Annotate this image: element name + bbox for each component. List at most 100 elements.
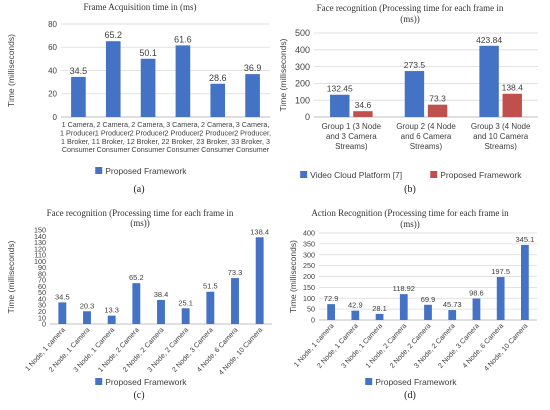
chart-d-data-label: 345.1 <box>515 235 534 244</box>
chart-b-category-label: and 10 Camera <box>473 132 529 141</box>
chart-a-category-label: Consumer <box>62 145 96 154</box>
chart-d-ytick-label: 50 <box>307 305 315 314</box>
chart-a-data-label: 36.9 <box>244 63 262 73</box>
chart-a-data-label: 50.1 <box>139 48 157 58</box>
chart-b-bar <box>330 94 350 117</box>
chart-b-title: Face recognition (Processing time for ea… <box>317 3 504 13</box>
chart-c-data-label: 65.2 <box>129 273 144 282</box>
chart-c-ytick-label: 30 <box>38 301 46 310</box>
chart-a-category-label: 2 Producer, <box>234 128 271 137</box>
chart-a-ylabel: Time (milliseconds) <box>6 34 16 107</box>
chart-a-category-label: 3 Camera, <box>236 120 270 129</box>
chart-b-data-label: 34.6 <box>355 100 372 110</box>
chart-c-legend-swatch <box>95 378 103 385</box>
chart-a-category-label: 2 Camera, <box>201 120 235 129</box>
chart-a-ytick-label: 0 <box>53 113 58 122</box>
chart-b-data-label: 273.5 <box>404 60 426 70</box>
chart-a-category-label: 1 Broker, 1 <box>96 137 131 146</box>
chart-b-legend-swatch <box>430 171 438 178</box>
chart-a-bar <box>175 45 191 117</box>
chart-d-data-label: 72.9 <box>324 294 339 303</box>
chart-a-category-label: 2 Producer, <box>130 128 167 137</box>
chart-b-ylabel: Time (milliseconds) <box>278 38 288 111</box>
chart-a-data-label: 34.5 <box>70 66 88 76</box>
chart-b-bar <box>427 104 448 117</box>
chart-a-bar <box>210 83 226 117</box>
chart-b-bar <box>502 93 522 117</box>
chart-c-data-label: 13.3 <box>104 306 119 315</box>
chart-c-ytick-label: 150 <box>34 226 46 235</box>
chart-c-data-label: 73.3 <box>228 268 243 277</box>
chart-c-legend-label: Proposed Framework <box>105 377 187 387</box>
chart-d-ytick-label: 200 <box>303 272 315 281</box>
chart-a-category-label: Consumer <box>166 145 200 154</box>
chart-b-legend-label: Video Cloud Platform [7] <box>310 170 402 180</box>
chart-d-legend-swatch <box>365 378 373 385</box>
chart-b: Face recognition (Processing time for ea… <box>278 3 538 180</box>
chart-b-category-label: Streams) <box>484 142 517 151</box>
chart-b-ytick-label: 200 <box>295 79 310 89</box>
chart-b-ytick-label: 500 <box>295 28 310 38</box>
chart-d-bar <box>327 304 335 320</box>
chart-c-ytick-label: 0 <box>42 320 46 329</box>
chart-d-bar <box>399 294 408 320</box>
chart-c-bar <box>206 291 215 324</box>
chart-c-bar <box>181 308 190 324</box>
chart-d-data-label: 98.6 <box>469 289 484 298</box>
chart-b-category-label: and 6 Camera <box>401 132 452 141</box>
chart-d-title: (ms)) <box>400 219 420 229</box>
chart-a-ytick-label: 60 <box>48 43 57 52</box>
chart-c-ytick-label: 100 <box>34 257 46 266</box>
chart-d-bar <box>424 304 432 320</box>
chart-a-category-label: 1 Camera, <box>62 120 96 129</box>
chart-c-ytick-label: 70 <box>38 276 46 285</box>
chart-c-title: Face recognition (Processing time for ea… <box>47 208 234 218</box>
chart-b-category-label: and 3 Camera <box>326 132 377 141</box>
chart-d-bar <box>472 298 481 320</box>
chart-c-bar <box>83 311 91 324</box>
chart-c-bar <box>132 283 141 324</box>
chart-c-bar <box>255 237 264 324</box>
chart-c-bar <box>231 278 239 324</box>
chart-d-title: Action Recognition (Processing time for … <box>311 208 509 218</box>
chart-a-data-label: 28.6 <box>209 73 227 83</box>
chart-a-category-label: 3 Camera, <box>166 120 200 129</box>
chart-b-ytick-label: 400 <box>295 45 310 55</box>
chart-c-data-label: 34.5 <box>55 292 70 301</box>
chart-b-ytick-label: 300 <box>295 62 310 72</box>
chart-a-category-label: 1 Producer, <box>95 128 132 137</box>
chart-d-data-label: 69.9 <box>421 295 436 304</box>
chart-b-data-label: 132.45 <box>327 84 353 94</box>
chart-b-category-label: Streams) <box>410 142 443 151</box>
panel-d-letter: (d) <box>404 390 416 401</box>
chart-d-ytick-label: 250 <box>303 261 315 270</box>
chart-d-data-label: 45.73 <box>443 300 462 309</box>
chart-d-bar <box>496 277 505 320</box>
chart-a-category-label: 1 Producer, <box>60 128 97 137</box>
chart-c-ytick-label: 10 <box>38 313 46 322</box>
chart-a-bar <box>140 58 156 117</box>
chart-b-bar <box>353 111 373 117</box>
chart-a-category-label: Consumer <box>132 145 166 154</box>
chart-d-ytick-label: 350 <box>303 239 315 248</box>
chart-a-category-label: Consumer <box>201 145 235 154</box>
chart-c-ylabel: Time (milliseconds) <box>6 240 16 313</box>
chart-c-ytick-label: 20 <box>38 307 46 316</box>
chart-a-ytick-label: 20 <box>48 90 57 99</box>
chart-b-bar <box>479 45 499 118</box>
chart-a-category-label: 2 Producer, <box>199 128 236 137</box>
chart-d-ytick-label: 150 <box>303 283 315 292</box>
chart-a-category-label: 2 Camera, <box>96 120 130 129</box>
chart-d-ytick-label: 100 <box>303 294 315 303</box>
chart-c-title: (ms)) <box>130 218 150 228</box>
chart-a-category-label: Consumer <box>97 145 131 154</box>
chart-a-bar <box>71 76 86 117</box>
chart-c-bar <box>58 302 67 324</box>
chart-b-ytick-label: 100 <box>295 95 310 105</box>
chart-b-bar <box>404 71 425 117</box>
chart-d-ytick-label: 0 <box>311 316 315 325</box>
chart-b-ytick-label: 0 <box>305 112 310 122</box>
chart-a-data-label: 61.6 <box>174 34 192 44</box>
chart-c-data-label: 138.4 <box>250 227 269 236</box>
chart-b-category-label: Group 3 (4 Node <box>471 122 531 131</box>
